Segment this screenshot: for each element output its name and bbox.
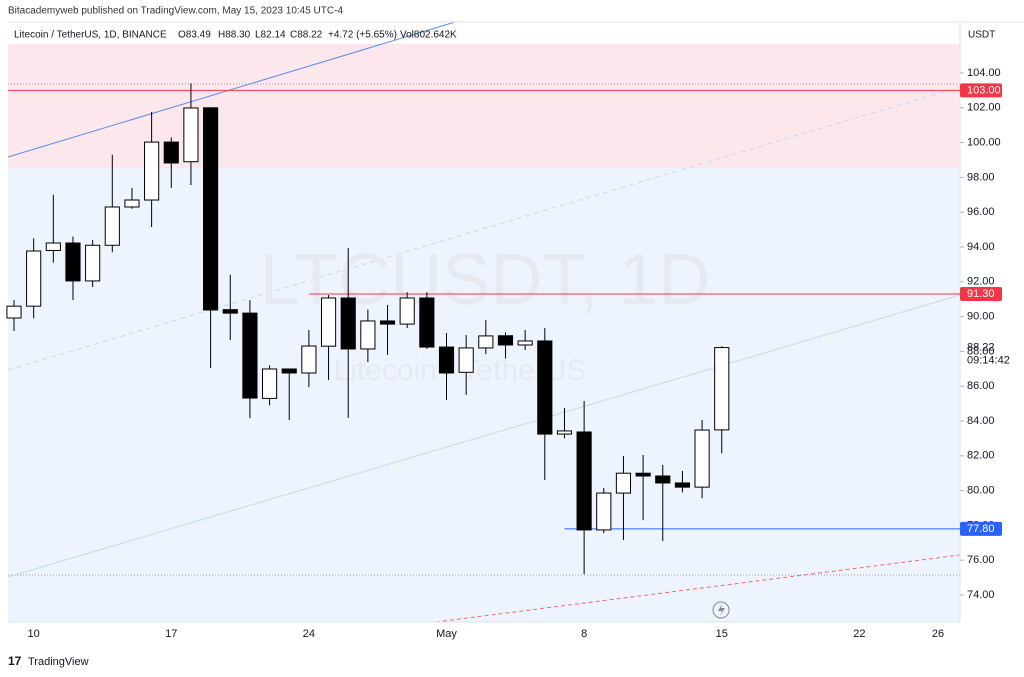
y-tick-label: 102.00 xyxy=(967,102,1001,114)
y-tick-label: 92.00 xyxy=(967,276,995,288)
candle-body xyxy=(576,431,592,531)
candle-body xyxy=(517,340,533,346)
x-tick-label: 15 xyxy=(716,628,728,640)
footer: TradingView xyxy=(28,656,89,668)
candle-body xyxy=(26,250,42,307)
candle-body xyxy=(45,242,61,251)
candle-body xyxy=(144,141,160,201)
channel-zone xyxy=(8,168,960,622)
legend-change: +4.72 (+5.65%) xyxy=(328,30,397,41)
candle-body xyxy=(399,297,415,325)
level-tag xyxy=(960,521,1002,536)
candle-body xyxy=(635,472,651,477)
candle-body xyxy=(6,305,22,319)
candle-body xyxy=(674,482,691,488)
legend-high: H88.30 xyxy=(218,30,251,41)
candle-body xyxy=(615,472,632,494)
countdown: 09:14:42 xyxy=(967,354,1010,366)
candle-body xyxy=(596,492,612,531)
candle-body xyxy=(85,244,101,282)
candle-body xyxy=(163,141,179,164)
candle-body xyxy=(301,345,317,374)
candle-body xyxy=(261,368,278,399)
header: Bitacademyweb published on TradingView.c… xyxy=(8,6,343,17)
candle-body xyxy=(320,297,337,347)
y-tick-label: 96.00 xyxy=(967,206,995,218)
y-tick-label: 90.00 xyxy=(967,311,995,323)
x-tick-label: 10 xyxy=(28,628,40,640)
candle-body xyxy=(419,297,435,348)
trend-line xyxy=(7,294,961,578)
candle-body xyxy=(340,297,356,350)
icon xyxy=(718,604,725,616)
y-tick-label: 94.00 xyxy=(967,241,995,253)
candle-body xyxy=(242,312,258,399)
candle-body xyxy=(183,107,199,163)
y-tick-label: 100.00 xyxy=(967,136,1001,148)
candle-body xyxy=(694,429,710,488)
y-tick-label: 84.00 xyxy=(967,415,995,427)
x-tick-label: 17 xyxy=(165,628,177,640)
candle-body xyxy=(203,107,219,311)
level-label: 77.80 xyxy=(967,523,995,535)
candle-body xyxy=(360,320,376,350)
level-tag xyxy=(960,83,1002,98)
legend-low: L82.14 xyxy=(255,30,286,41)
candle-body xyxy=(458,347,474,373)
candle-body xyxy=(556,430,573,435)
legend-symbol: Litecoin / TetherUS, 1D, BINANCE xyxy=(14,30,167,41)
y-tick-label: 80.00 xyxy=(967,485,995,497)
y-tick-label: 88.00 xyxy=(967,345,995,357)
candle-body xyxy=(714,347,730,431)
last-price: 88.22 xyxy=(967,341,995,353)
candle-body xyxy=(438,346,455,374)
x-tick-label: May xyxy=(436,628,457,640)
x-tick-label: 24 xyxy=(303,628,315,640)
candle-body xyxy=(281,368,297,374)
candle-body xyxy=(379,320,396,325)
candle-body xyxy=(104,206,120,246)
y-tick-label: 82.00 xyxy=(967,450,995,462)
icon xyxy=(712,601,730,619)
trend-line xyxy=(7,21,456,158)
level-label: 91.30 xyxy=(967,288,995,300)
trend-line xyxy=(7,86,961,371)
currency: USDT xyxy=(968,30,995,41)
y-tick-label: 86.00 xyxy=(967,380,995,392)
y-tick-label: 74.00 xyxy=(967,589,995,601)
y-tick-label: 76.00 xyxy=(967,554,995,566)
x-tick-label: 26 xyxy=(932,628,944,640)
x-tick-label: 22 xyxy=(853,628,865,640)
logo: 17 xyxy=(8,654,22,668)
candle-body xyxy=(497,335,514,346)
legend-close: C88.22 xyxy=(290,30,323,41)
candle-body xyxy=(478,335,494,349)
candle-body xyxy=(537,340,553,435)
candle-body xyxy=(222,309,238,314)
candle-body xyxy=(655,475,671,484)
y-tick-label: 104.00 xyxy=(967,67,1001,79)
level-tag xyxy=(960,286,1002,301)
legend-open: O83.49 xyxy=(178,30,211,41)
candle-body xyxy=(65,242,81,282)
level-label: 103.00 xyxy=(967,84,1001,96)
y-tick-label: 98.00 xyxy=(967,171,995,183)
x-tick-label: 8 xyxy=(581,628,587,640)
candle-body xyxy=(124,199,140,208)
legend-volume: Vol802.642K xyxy=(400,30,457,41)
